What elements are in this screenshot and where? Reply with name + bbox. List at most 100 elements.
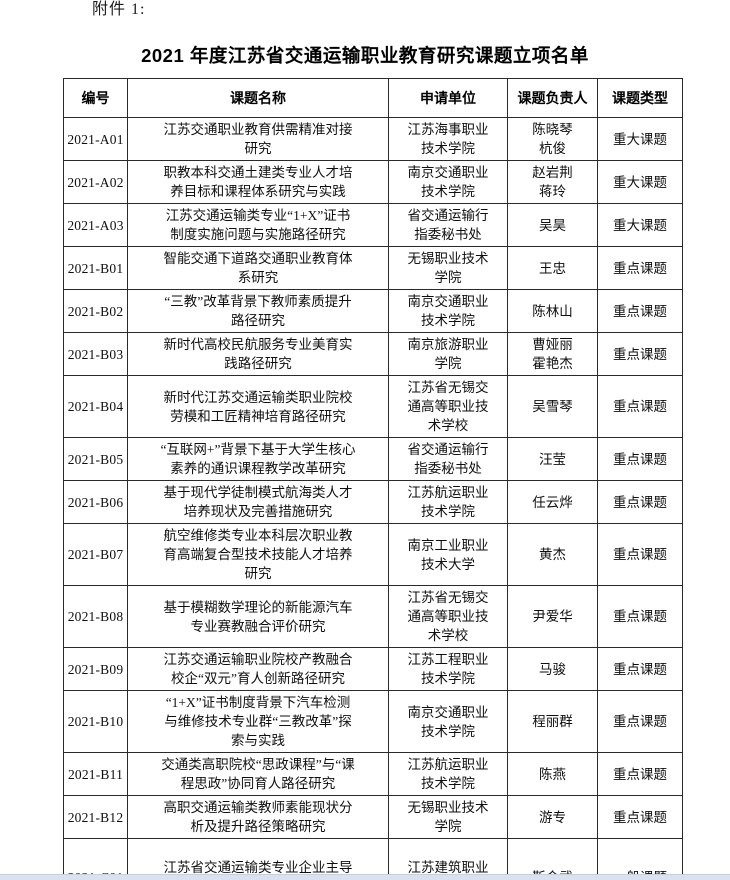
cell-project-leader: 黄杰	[507, 523, 598, 586]
cell-project-leader: 曹娅丽 霍艳杰	[507, 332, 598, 376]
cell-applicant-unit: 江苏省无锡交 通高等职业技 术学校	[388, 375, 508, 438]
table-row: 2021-B03 新时代高校民航服务专业美育实 践路径研究 南京旅游职业 学院 …	[63, 332, 683, 376]
cell-project-type: 重点课题	[597, 480, 683, 524]
cell-project-id: 2021-B08	[63, 585, 128, 648]
cell-project-id: 2021-B09	[63, 647, 128, 691]
table-row: 2021-B10 “1+X”证书制度背景下汽车检测 与维修技术专业群“三教改革”…	[63, 690, 683, 753]
cell-project-id: 2021-B04	[63, 375, 128, 438]
table-row: 2021-A03 江苏交通运输类专业“1+X”证书 制度实施问题与实施路径研究 …	[63, 203, 683, 247]
cell-applicant-unit: 江苏省无锡交 通高等职业技 术学校	[388, 585, 508, 648]
cell-project-id: 2021-A01	[63, 117, 128, 161]
cell-project-id: 2021-B07	[63, 523, 128, 586]
table-row: 2021-A01 江苏交通职业教育供需精准对接 研究 江苏海事职业 技术学院 陈…	[63, 117, 683, 161]
cell-project-id: 2021-B12	[63, 795, 128, 839]
cell-project-name: 江苏交通运输类专业“1+X”证书 制度实施问题与实施路径研究	[127, 203, 389, 247]
cell-project-id: 2021-B05	[63, 437, 128, 481]
cell-applicant-unit: 南京旅游职业 学院	[388, 332, 508, 376]
cell-project-leader: 任云烨	[507, 480, 598, 524]
column-header-project-type: 课题类型	[597, 78, 683, 118]
cell-project-id: 2021-B02	[63, 289, 128, 333]
cell-applicant-unit: 江苏航运职业 技术学院	[388, 752, 508, 796]
cell-applicant-unit: 江苏建筑职业 技术学院	[388, 838, 508, 880]
projects-table: 编号 课题名称 申请单位 课题负责人 课题类型 2021-A01 江苏交通职业教…	[63, 78, 683, 880]
table-row: 2021-B09 江苏交通运输职业院校产教融合 校企“双元”育人创新路径研究 江…	[63, 647, 683, 691]
cell-project-id: 2021-B10	[63, 690, 128, 753]
cell-project-name: “1+X”证书制度背景下汽车检测 与维修技术专业群“三教改革”探 索与实践	[127, 690, 389, 753]
table-row: 2021-B12 高职交通运输类教师素能现状分 析及提升路径策略研究 无锡职业技…	[63, 795, 683, 839]
cell-project-name: 新时代江苏交通运输类职业院校 劳模和工匠精神培育路径研究	[127, 375, 389, 438]
cell-project-name: “三教”改革背景下教师素质提升 路径研究	[127, 289, 389, 333]
cell-applicant-unit: 无锡职业技术 学院	[388, 795, 508, 839]
cell-project-id: 2021-B06	[63, 480, 128, 524]
cell-applicant-unit: 南京交通职业 技术学院	[388, 160, 508, 204]
cell-project-name: 高职交通运输类教师素能现状分 析及提升路径策略研究	[127, 795, 389, 839]
cell-applicant-unit: 省交通运输行 指委秘书处	[388, 203, 508, 247]
cell-applicant-unit: 江苏工程职业 技术学院	[388, 647, 508, 691]
table-row: 2021-B08 基于模糊数学理论的新能源汽车 专业赛教融合评价研究 江苏省无锡…	[63, 585, 683, 648]
cell-project-name: 江苏交通运输职业院校产教融合 校企“双元”育人创新路径研究	[127, 647, 389, 691]
cell-applicant-unit: 江苏航运职业 技术学院	[388, 480, 508, 524]
cell-project-type: 重点课题	[597, 332, 683, 376]
cell-project-leader: 陈燕	[507, 752, 598, 796]
cell-project-leader: 游专	[507, 795, 598, 839]
cell-project-leader: 赵岩荆 蒋玲	[507, 160, 598, 204]
cell-project-type: 重点课题	[597, 246, 683, 290]
cell-project-leader: 程丽群	[507, 690, 598, 753]
cell-project-name: 基于模糊数学理论的新能源汽车 专业赛教融合评价研究	[127, 585, 389, 648]
cell-project-type: 重点课题	[597, 289, 683, 333]
cell-applicant-unit: 省交通运输行 指委秘书处	[388, 437, 508, 481]
cell-applicant-unit: 江苏海事职业 技术学院	[388, 117, 508, 161]
cell-project-name: “互联网+”背景下基于大学生核心 素养的通识课程教学改革研究	[127, 437, 389, 481]
cell-project-id: 2021-A03	[63, 203, 128, 247]
bottom-window-edge	[0, 874, 730, 880]
cell-project-type: 重大课题	[597, 117, 683, 161]
cell-project-type: 重点课题	[597, 795, 683, 839]
cell-project-leader: 吴昊	[507, 203, 598, 247]
table-row: 2021-B11 交通类高职院校“思政课程”与“课 程思政”协同育人路径研究 江…	[63, 752, 683, 796]
cell-project-leader: 陈晓琴 杭俊	[507, 117, 598, 161]
cell-project-type: 重点课题	[597, 752, 683, 796]
table-header-row: 编号 课题名称 申请单位 课题负责人 课题类型	[63, 78, 683, 118]
page-title: 2021 年度江苏省交通运输职业教育研究课题立项名单	[141, 45, 589, 66]
table-row: 2021-B04 新时代江苏交通运输类职业院校 劳模和工匠精神培育路径研究 江苏…	[63, 375, 683, 438]
table-row: 2021-B06 基于现代学徒制模式航海类人才 培养现状及完善措施研究 江苏航运…	[63, 480, 683, 524]
table-row: 2021-C01 江苏省交通运输类专业企业主导 型现代学徒制人才培养模式与实 江…	[63, 838, 683, 880]
column-header-id: 编号	[63, 78, 128, 118]
cell-applicant-unit: 南京工业职业 技术大学	[388, 523, 508, 586]
cell-project-leader: 马骏	[507, 647, 598, 691]
column-header-project-name: 课题名称	[127, 78, 389, 118]
cell-project-leader: 王忠	[507, 246, 598, 290]
cell-project-leader: 尹爱华	[507, 585, 598, 648]
column-header-applicant-unit: 申请单位	[388, 78, 508, 118]
attachment-label: 附件 1:	[92, 1, 146, 18]
cell-project-type: 重大课题	[597, 203, 683, 247]
cell-project-type: 重点课题	[597, 375, 683, 438]
column-header-project-leader: 课题负责人	[507, 78, 598, 118]
table-row: 2021-B05 “互联网+”背景下基于大学生核心 素养的通识课程教学改革研究 …	[63, 437, 683, 481]
cell-applicant-unit: 无锡职业技术 学院	[388, 246, 508, 290]
table-row: 2021-B01 智能交通下道路交通职业教育体 系研究 无锡职业技术 学院 王忠…	[63, 246, 683, 290]
cell-project-name: 新时代高校民航服务专业美育实 践路径研究	[127, 332, 389, 376]
cell-project-id: 2021-A02	[63, 160, 128, 204]
cell-project-type: 重点课题	[597, 437, 683, 481]
table-row: 2021-A02 职教本科交通土建类专业人才培 养目标和课程体系研究与实践 南京…	[63, 160, 683, 204]
cell-project-id: 2021-B03	[63, 332, 128, 376]
cell-project-name: 江苏交通职业教育供需精准对接 研究	[127, 117, 389, 161]
cell-project-id: 2021-B01	[63, 246, 128, 290]
cell-project-type: 重点课题	[597, 585, 683, 648]
cell-project-leader: 陈林山	[507, 289, 598, 333]
cell-project-leader: 吴雪琴	[507, 375, 598, 438]
table-row: 2021-B07 航空维修类专业本科层次职业教 育高端复合型技术技能人才培养 研…	[63, 523, 683, 586]
cell-project-type: 重点课题	[597, 647, 683, 691]
cell-applicant-unit: 南京交通职业 技术学院	[388, 690, 508, 753]
cell-project-type: 重大课题	[597, 160, 683, 204]
cell-project-name: 智能交通下道路交通职业教育体 系研究	[127, 246, 389, 290]
cell-project-name: 航空维修类专业本科层次职业教 育高端复合型技术技能人才培养 研究	[127, 523, 389, 586]
cell-project-name: 职教本科交通土建类专业人才培 养目标和课程体系研究与实践	[127, 160, 389, 204]
cell-project-type: 重点课题	[597, 690, 683, 753]
cell-project-name: 基于现代学徒制模式航海类人才 培养现状及完善措施研究	[127, 480, 389, 524]
cell-applicant-unit: 南京交通职业 技术学院	[388, 289, 508, 333]
cell-project-id: 2021-B11	[63, 752, 128, 796]
cell-project-leader: 汪莹	[507, 437, 598, 481]
